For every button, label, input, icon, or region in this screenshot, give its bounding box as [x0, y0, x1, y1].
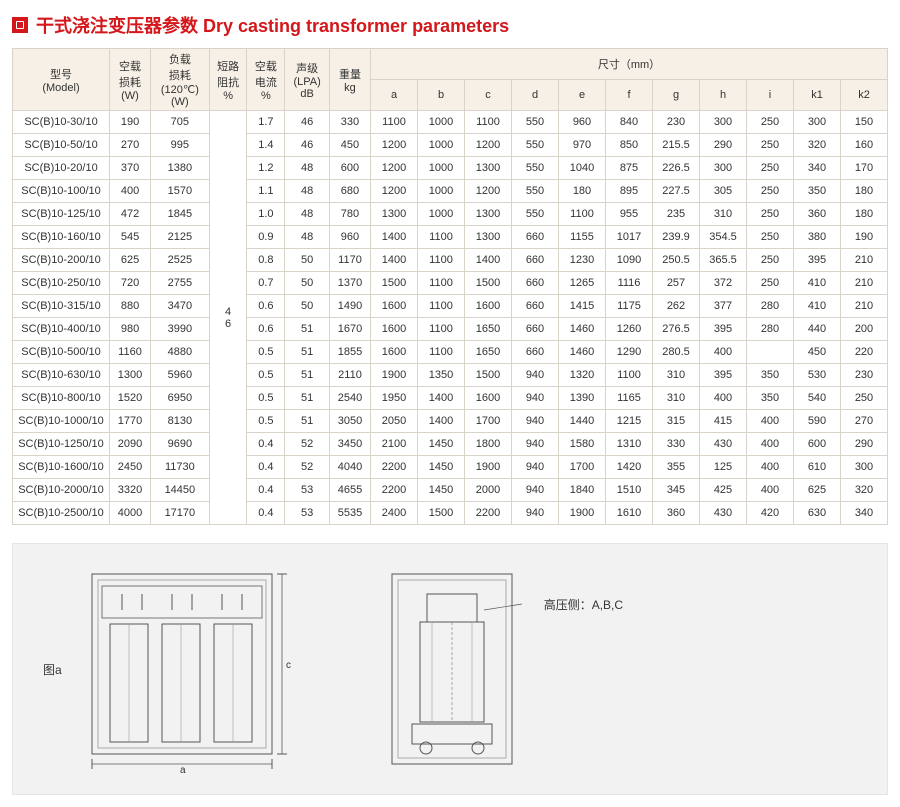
figure-a-label: 图a — [43, 661, 62, 678]
table-row: SC(B)10-200/1062525250.85011701400110014… — [13, 249, 888, 272]
table-row: SC(B)10-1250/10209096900.452345021001450… — [13, 433, 888, 456]
col-dim-e: e — [559, 80, 606, 111]
col-load: 负载 损耗 (120℃) (W) — [151, 49, 210, 111]
col-dim-i: i — [747, 80, 794, 111]
col-dim-g: g — [653, 80, 700, 111]
diagram-section: 图a a c — [12, 543, 888, 795]
col-dim-c: c — [465, 80, 512, 111]
diagram-side-view — [372, 564, 532, 774]
col-dim-b: b — [418, 80, 465, 111]
col-dim-d: d — [512, 80, 559, 111]
col-noise: 声级 (LPA) dB — [285, 49, 330, 111]
svg-text:c: c — [286, 660, 291, 671]
table-row: SC(B)10-125/1047218451.04878013001000130… — [13, 203, 888, 226]
page-title: 干式浇注变压器参数 Dry casting transformer parame… — [36, 12, 509, 38]
hv-side-label: 高压侧：A,B,C — [544, 596, 623, 613]
table-row: SC(B)10-160/1054521250.94896014001100130… — [13, 226, 888, 249]
col-dim-f: f — [606, 80, 653, 111]
col-dim-h: h — [700, 80, 747, 111]
table-row: SC(B)10-1000/10177081300.551305020501400… — [13, 410, 888, 433]
col-dimensions: 尺寸（mm） — [371, 49, 888, 80]
col-current: 空载 电流 % — [247, 49, 285, 111]
title-icon — [12, 17, 28, 33]
table-row: SC(B)10-2000/103320144500.45346552200145… — [13, 479, 888, 502]
table-row: SC(B)10-1600/102450117300.45240402200145… — [13, 456, 888, 479]
col-weight: 重量 kg — [329, 49, 370, 111]
col-noload: 空载 损耗 (W) — [110, 49, 151, 111]
table-row: SC(B)10-30/101907054 61.7463301100100011… — [13, 111, 888, 134]
table-row: SC(B)10-50/102709951.4464501200100012005… — [13, 134, 888, 157]
table-row: SC(B)10-100/1040015701.14868012001000120… — [13, 180, 888, 203]
table-row: SC(B)10-315/1088034700.65014901600110016… — [13, 295, 888, 318]
col-dim-k1: k1 — [794, 80, 841, 111]
table-body: SC(B)10-30/101907054 61.7463301100100011… — [13, 111, 888, 525]
parameters-table: 型号 (Model) 空载 损耗 (W) 负载 损耗 (120℃) (W) 短路… — [12, 48, 888, 525]
table-row: SC(B)10-800/10152069500.5512540195014001… — [13, 387, 888, 410]
col-impedance: 短路 阻抗 % — [209, 49, 247, 111]
table-row: SC(B)10-20/1037013801.248600120010001300… — [13, 157, 888, 180]
col-dim-a: a — [371, 80, 418, 111]
svg-text:a: a — [180, 765, 186, 774]
table-row: SC(B)10-250/1072027550.75013701500110015… — [13, 272, 888, 295]
table-header: 型号 (Model) 空载 损耗 (W) 负载 损耗 (120℃) (W) 短路… — [13, 49, 888, 111]
title-row: 干式浇注变压器参数 Dry casting transformer parame… — [12, 12, 888, 38]
col-model: 型号 (Model) — [13, 49, 110, 111]
table-row: SC(B)10-630/10130059600.5512110190013501… — [13, 364, 888, 387]
diagram-front-view: a c — [72, 564, 292, 774]
table-row: SC(B)10-2500/104000171700.45355352400150… — [13, 502, 888, 525]
col-dim-k2: k2 — [841, 80, 888, 111]
impedance-merged-cell: 4 6 — [209, 111, 247, 525]
table-row: SC(B)10-500/10116048800.5511855160011001… — [13, 341, 888, 364]
table-row: SC(B)10-400/1098039900.65116701600110016… — [13, 318, 888, 341]
